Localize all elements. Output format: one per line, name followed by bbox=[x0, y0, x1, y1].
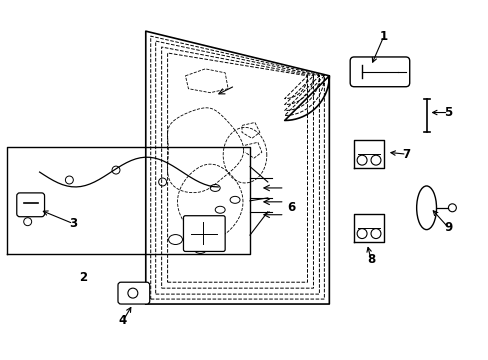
Text: 9: 9 bbox=[444, 221, 451, 234]
Text: 5: 5 bbox=[444, 106, 451, 119]
Text: 7: 7 bbox=[402, 148, 410, 161]
Text: 2: 2 bbox=[79, 271, 87, 284]
Text: 1: 1 bbox=[379, 30, 387, 42]
Text: 4: 4 bbox=[119, 314, 127, 327]
FancyBboxPatch shape bbox=[17, 193, 44, 217]
FancyBboxPatch shape bbox=[183, 216, 224, 251]
Text: 3: 3 bbox=[69, 217, 77, 230]
FancyBboxPatch shape bbox=[118, 282, 149, 304]
Text: 8: 8 bbox=[366, 253, 374, 266]
FancyBboxPatch shape bbox=[349, 57, 409, 87]
Text: 6: 6 bbox=[287, 201, 295, 214]
